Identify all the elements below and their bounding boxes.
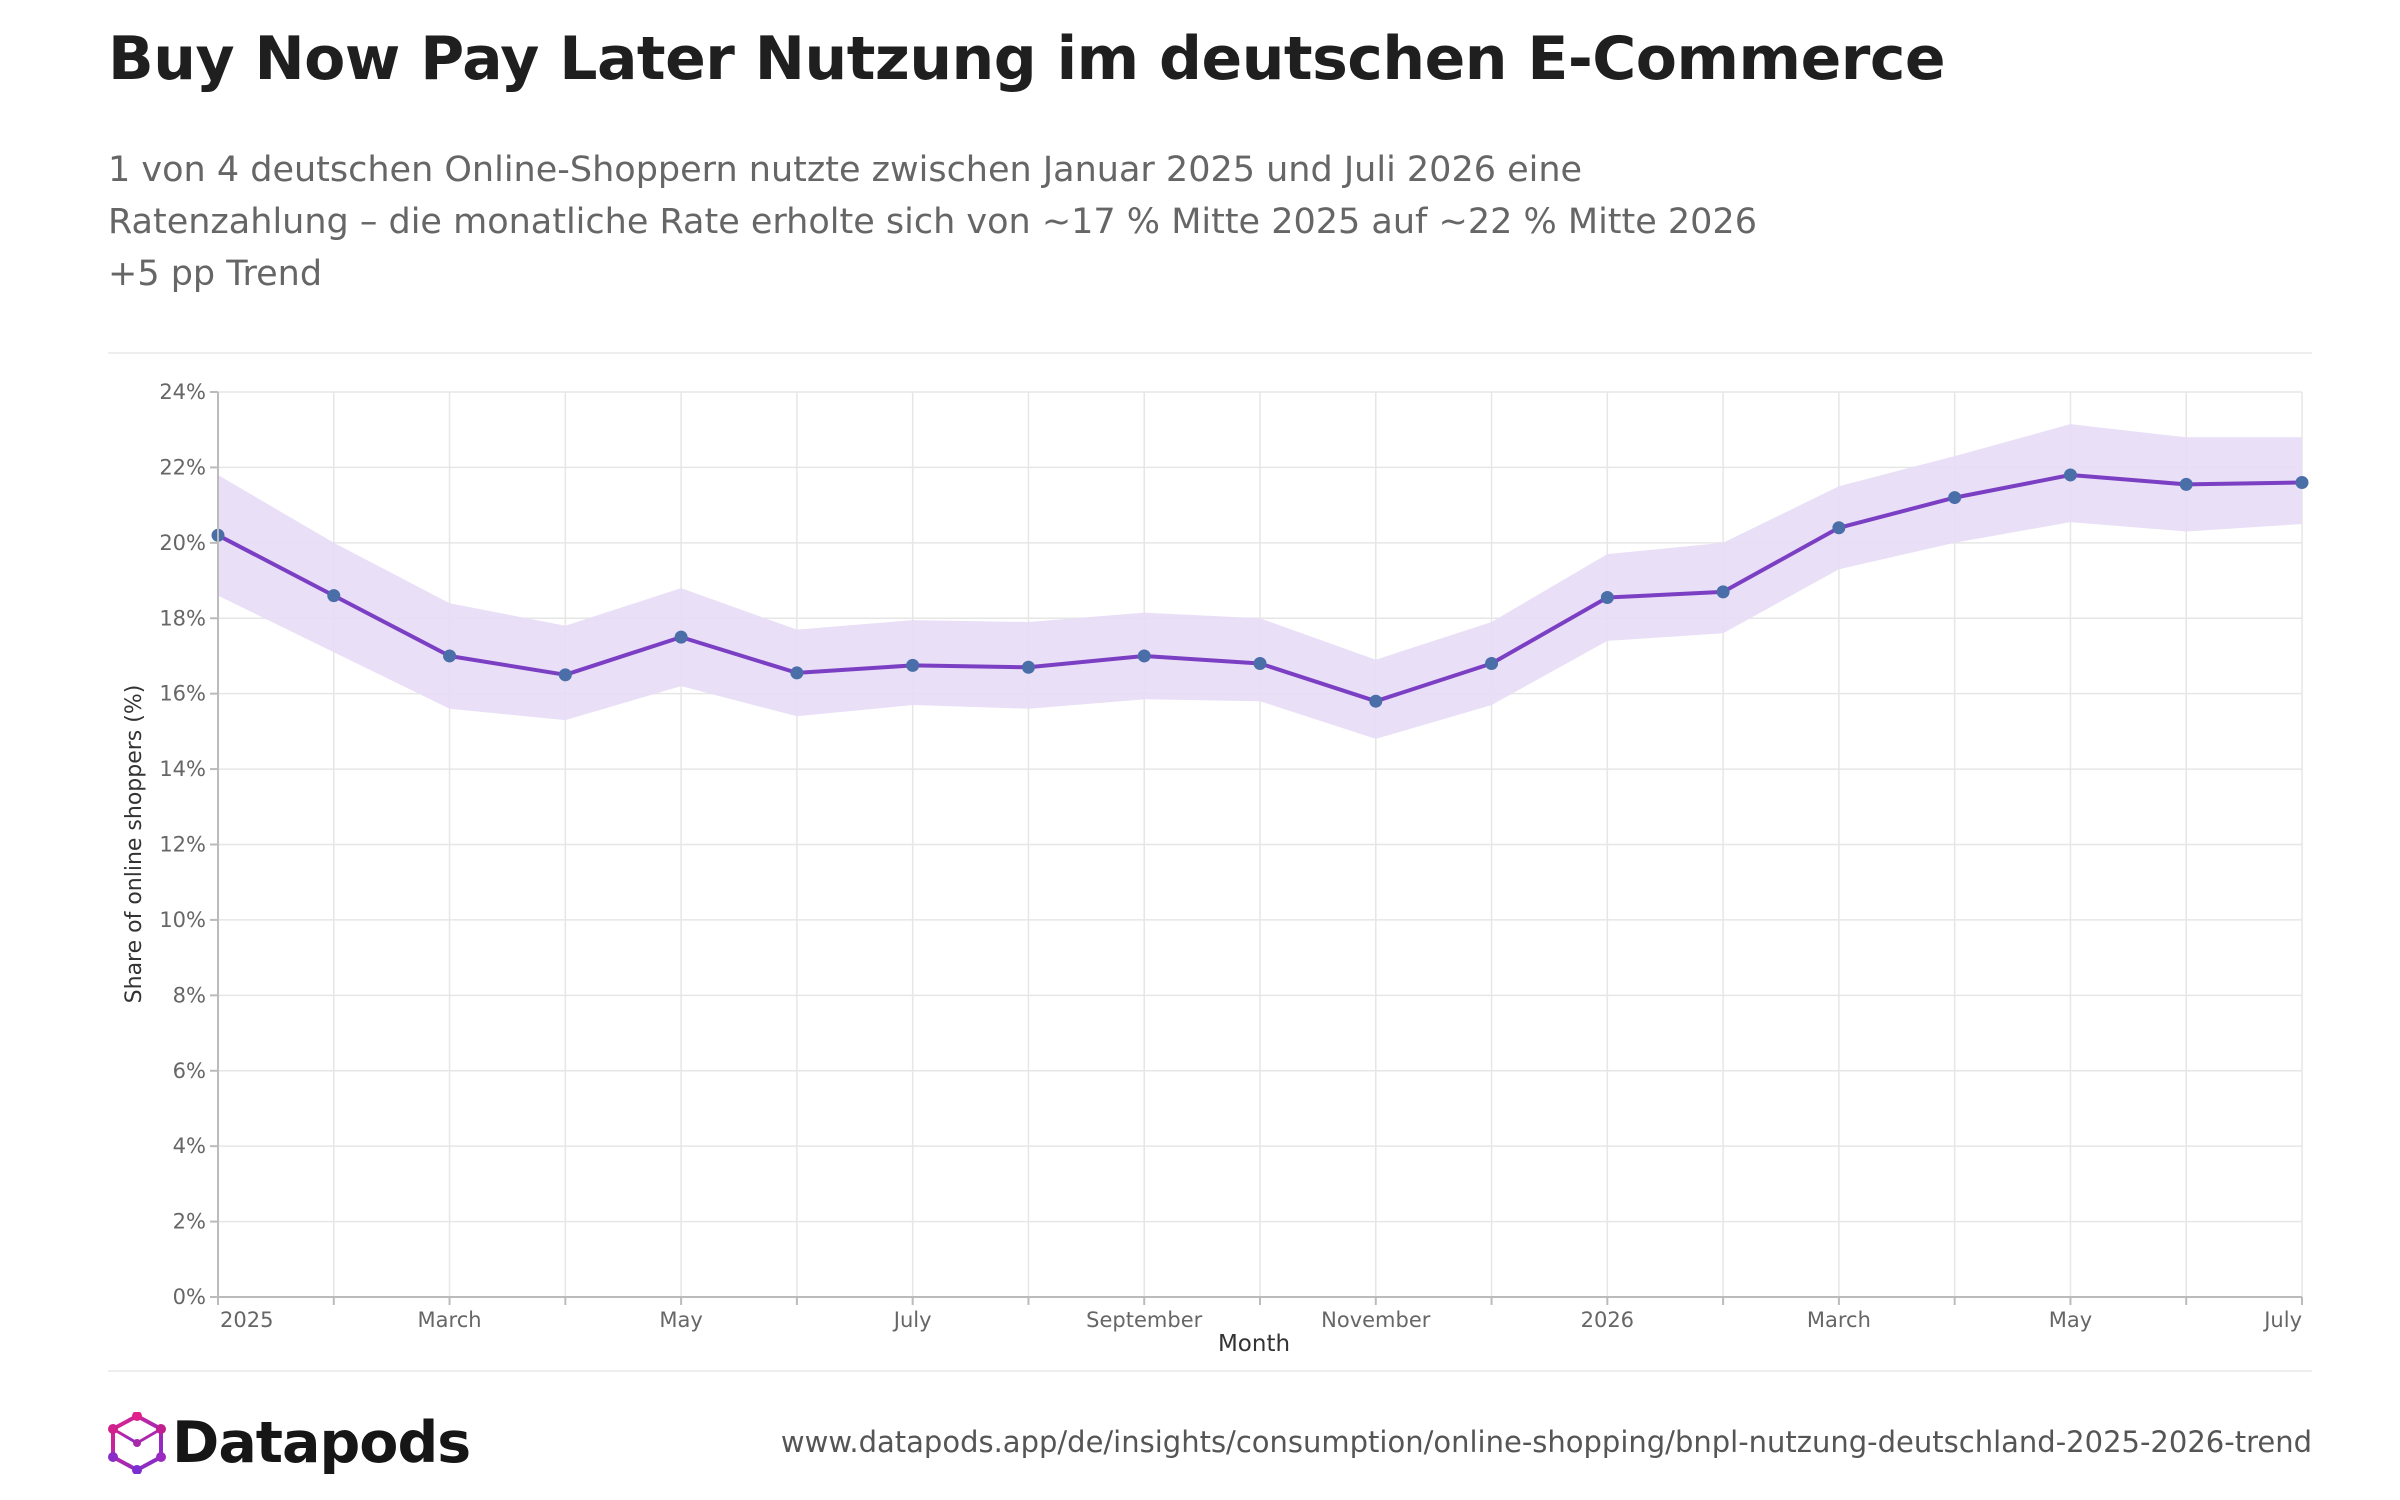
data-point[interactable] <box>1600 591 1614 605</box>
y-tick-label: 20% <box>159 531 206 555</box>
x-axis-label: Month <box>1218 1331 1290 1357</box>
data-markers <box>211 468 2309 708</box>
y-tick-label: 14% <box>159 757 206 781</box>
x-tick-label: 2026 <box>1581 1308 1634 1332</box>
source-url-link[interactable]: www.datapods.app/de/insights/consumption… <box>780 1425 2312 1459</box>
x-tick-label: July <box>2262 1308 2302 1332</box>
x-tick-label: November <box>1321 1308 1431 1332</box>
x-tick-label: March <box>418 1308 482 1332</box>
data-point[interactable] <box>1485 657 1499 670</box>
data-point[interactable] <box>2179 477 2193 491</box>
chart-title: Buy Now Pay Later Nutzung im deutschen E… <box>108 24 1946 94</box>
x-tick-labels: 2025 March May July September November 2026 Mar… <box>220 1308 2302 1332</box>
data-point[interactable] <box>906 658 920 672</box>
data-point[interactable] <box>1716 585 1730 599</box>
data-point[interactable] <box>790 666 804 680</box>
y-tick-label: 6% <box>173 1059 206 1083</box>
brand-logo[interactable]: Datapods <box>108 1410 471 1476</box>
data-point[interactable] <box>1369 694 1383 708</box>
y-tick-label: 24% <box>159 380 206 404</box>
datapods-logo-icon <box>108 1412 166 1474</box>
top-divider <box>108 352 2312 354</box>
line-chart: 0% 2% 4% 6% 8% 10% 12% 14% 16% 18% 20% 22% 24% 2025 M… <box>122 380 2309 1357</box>
data-point[interactable] <box>443 649 457 663</box>
chart-subtitle: 1 von 4 deutschen Online-Shoppern nutzte… <box>108 144 1868 300</box>
y-tick-label: 0% <box>173 1285 206 1309</box>
confidence-band <box>218 424 2302 739</box>
brand-name: Datapods <box>172 1410 471 1476</box>
subtitle-line: 1 von 4 deutschen Online-Shoppern nutzte… <box>108 150 1583 190</box>
data-point[interactable] <box>1832 521 1846 535</box>
data-point[interactable] <box>1137 649 1151 663</box>
data-point[interactable] <box>558 668 572 682</box>
y-tick-labels: 0% 2% 4% 6% 8% 10% 12% 14% 16% 18% 20% 22% 24% <box>159 380 206 1309</box>
subtitle-line: Ratenzahlung – die monatliche Rate erhol… <box>108 202 1757 242</box>
data-point[interactable] <box>2063 468 2077 482</box>
x-tick-label: May <box>659 1308 702 1332</box>
x-tick-label: March <box>1807 1308 1871 1332</box>
y-tick-label: 12% <box>159 833 206 857</box>
data-point[interactable] <box>1253 657 1267 670</box>
y-tick-label: 10% <box>159 908 206 932</box>
y-tick-label: 2% <box>173 1210 206 1234</box>
data-point[interactable] <box>2295 476 2309 489</box>
y-tick-label: 22% <box>159 455 206 479</box>
y-tick-label: 8% <box>173 983 206 1007</box>
data-point[interactable] <box>327 589 341 603</box>
x-tick-label: July <box>892 1308 932 1332</box>
subtitle-line: +5 pp Trend <box>108 254 323 294</box>
x-tick-label: 2025 <box>220 1308 273 1332</box>
y-tick-label: 16% <box>159 682 206 706</box>
data-point[interactable] <box>674 630 688 644</box>
data-point[interactable] <box>1948 491 1962 505</box>
y-tick-label: 4% <box>173 1134 206 1158</box>
x-tick-label: September <box>1086 1308 1202 1332</box>
x-tick-label: May <box>2049 1308 2092 1332</box>
y-axis-label: Share of online shoppers (%) <box>122 685 147 1004</box>
bottom-divider <box>108 1370 2312 1372</box>
y-tick-label: 18% <box>159 606 206 630</box>
axes <box>210 391 2303 1305</box>
data-point[interactable] <box>1021 660 1035 674</box>
